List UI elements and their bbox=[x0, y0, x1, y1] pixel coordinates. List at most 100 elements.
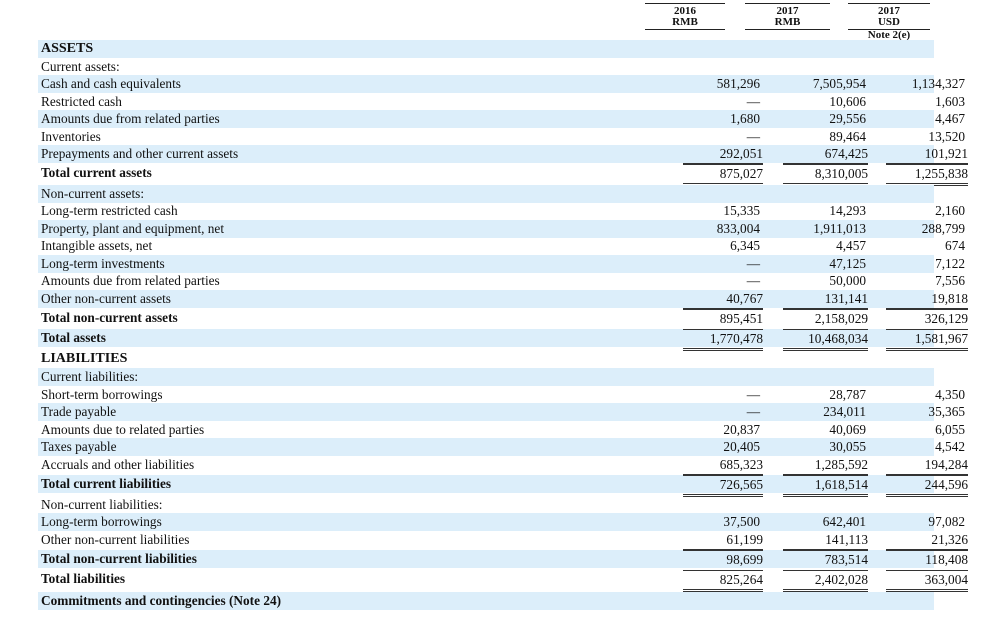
row-value: 674,425 bbox=[783, 145, 868, 164]
table-row: Taxes payable 20,405 30,055 4,542 bbox=[38, 438, 965, 456]
table-row: Accruals and other liabilities 685,323 1,2… bbox=[38, 456, 968, 475]
row-value: 29,556 bbox=[829, 111, 866, 126]
row-value: 194,284 bbox=[886, 456, 968, 475]
row-value: 2,158,029 bbox=[783, 309, 868, 328]
row-label: Current assets: bbox=[41, 59, 120, 74]
table-row: ASSETS bbox=[38, 40, 934, 58]
row-value: 20,405 bbox=[723, 439, 760, 454]
row-value: 37,500 bbox=[723, 514, 760, 529]
table-row: Inventories — 89,464 13,520 bbox=[38, 128, 965, 146]
row-value: 363,004 bbox=[886, 570, 968, 592]
row-label: Accruals and other liabilities bbox=[41, 457, 195, 472]
table-row: Total assets 1,770,478 10,468,034 1,581,967 bbox=[38, 329, 968, 351]
row-label: Property, plant and equipment, net bbox=[41, 221, 225, 236]
row-value: 40,069 bbox=[829, 422, 866, 437]
row-label: Long-term borrowings bbox=[41, 514, 162, 529]
row-value: 61,199 bbox=[683, 531, 763, 550]
table-row: Total liabilities 825,264 2,402,028 363,004 bbox=[38, 570, 968, 592]
row-label: Restricted cash bbox=[41, 94, 122, 109]
row-value: 97,082 bbox=[928, 514, 965, 529]
table-row: Long-term investments — 47,125 7,122 bbox=[38, 255, 965, 273]
row-label: Commitments and contingencies (Note 24) bbox=[41, 593, 282, 608]
table-row: Non-current liabilities: bbox=[38, 496, 934, 514]
row-value: 1,680 bbox=[730, 111, 760, 126]
row-label: Non-current assets: bbox=[41, 186, 145, 201]
row-value: 4,467 bbox=[935, 111, 965, 126]
table-row: Long-term borrowings 37,500 642,401 97,082 bbox=[38, 513, 965, 531]
row-label: Non-current liabilities: bbox=[41, 497, 163, 512]
table-row: Prepayments and other current assets 292,… bbox=[38, 145, 968, 164]
row-label: Short-term borrowings bbox=[41, 387, 163, 402]
row-label: Trade payable bbox=[41, 404, 117, 419]
table-row: Total non-current assets 895,451 2,158,029… bbox=[38, 309, 968, 328]
table-row: Current assets: bbox=[38, 58, 934, 76]
row-value: 7,505,954 bbox=[812, 76, 866, 91]
row-value: 8,310,005 bbox=[783, 164, 868, 186]
row-value: — bbox=[746, 273, 760, 288]
table-row: Long-term restricted cash 15,335 14,293 2,1… bbox=[38, 202, 965, 220]
row-label: Other non-current assets bbox=[41, 291, 171, 306]
row-value: 30,055 bbox=[829, 439, 866, 454]
row-label: Cash and cash equivalents bbox=[41, 76, 181, 91]
row-value: 1,911,013 bbox=[813, 221, 866, 236]
row-value: 1,285,592 bbox=[783, 456, 868, 475]
row-label: ASSETS bbox=[41, 41, 94, 56]
row-value: 50,000 bbox=[829, 273, 866, 288]
table-row: Other non-current liabilities 61,199 141,1… bbox=[38, 531, 968, 550]
table-row: Non-current assets: bbox=[38, 185, 934, 203]
column-header-2016-rmb: 2016 RMB bbox=[645, 3, 725, 30]
row-label: LIABILITIES bbox=[41, 351, 128, 366]
row-value: 1,134,327 bbox=[911, 76, 965, 91]
row-label: Total current liabilities bbox=[41, 476, 172, 491]
column-year: 2017 bbox=[878, 5, 900, 17]
row-value: 6,055 bbox=[935, 422, 965, 437]
table-row: Amounts due to related parties 20,837 40,0… bbox=[38, 421, 965, 439]
row-value: — bbox=[746, 404, 760, 419]
row-value: 13,520 bbox=[928, 129, 965, 144]
row-value: 19,818 bbox=[886, 290, 968, 309]
row-label: Total assets bbox=[41, 330, 106, 345]
row-label: Amounts due from related parties bbox=[41, 273, 220, 288]
row-value: 131,141 bbox=[783, 290, 868, 309]
row-value: 20,837 bbox=[723, 422, 760, 437]
row-value: — bbox=[746, 129, 760, 144]
row-value: 10,606 bbox=[829, 94, 866, 109]
column-currency: USD bbox=[848, 17, 930, 30]
row-value: 288,799 bbox=[921, 221, 965, 236]
row-label: Long-term investments bbox=[41, 256, 165, 271]
row-value: 2,160 bbox=[935, 203, 965, 218]
table-row: Property, plant and equipment, net 833,00… bbox=[38, 220, 965, 238]
row-value: 89,464 bbox=[829, 129, 866, 144]
row-value: 674 bbox=[945, 238, 965, 253]
row-label: Total non-current liabilities bbox=[41, 551, 197, 566]
row-value: 642,401 bbox=[822, 514, 866, 529]
row-label: Other non-current liabilities bbox=[41, 532, 190, 547]
row-value: 726,565 bbox=[683, 475, 763, 497]
row-value: 1,618,514 bbox=[783, 475, 868, 497]
row-value: 581,296 bbox=[716, 76, 760, 91]
row-label: Taxes payable bbox=[41, 439, 117, 454]
table-row: Current liabilities: bbox=[38, 368, 934, 386]
row-label: Inventories bbox=[41, 129, 101, 144]
row-label: Total liabilities bbox=[41, 571, 126, 586]
row-value: 1,603 bbox=[935, 94, 965, 109]
column-year: 2017 bbox=[776, 5, 799, 17]
row-value: 7,122 bbox=[935, 256, 965, 271]
row-value: 98,699 bbox=[683, 550, 763, 569]
row-value: 234,011 bbox=[823, 404, 866, 419]
column-year: 2016 bbox=[674, 5, 696, 17]
row-value: 21,326 bbox=[886, 531, 968, 550]
table-row: Intangible assets, net 6,345 4,457 674 bbox=[38, 237, 965, 255]
table-row: Trade payable — 234,011 35,365 bbox=[38, 403, 965, 421]
row-value: 4,542 bbox=[935, 439, 965, 454]
table-row: Other non-current assets 40,767 131,141 19,… bbox=[38, 290, 968, 309]
table-row: Amounts due from related parties 1,680 29,… bbox=[38, 110, 965, 128]
row-value: 4,350 bbox=[935, 387, 965, 402]
table-row: Total current assets 875,027 8,310,005 1,25… bbox=[38, 164, 968, 186]
row-value: 1,770,478 bbox=[683, 329, 763, 351]
table-row: Amounts due from related parties — 50,000 7… bbox=[38, 272, 965, 290]
row-label: Amounts due from related parties bbox=[41, 111, 220, 126]
column-header-2017-rmb: 2017 RMB bbox=[745, 3, 830, 30]
row-value: 15,335 bbox=[723, 203, 760, 218]
